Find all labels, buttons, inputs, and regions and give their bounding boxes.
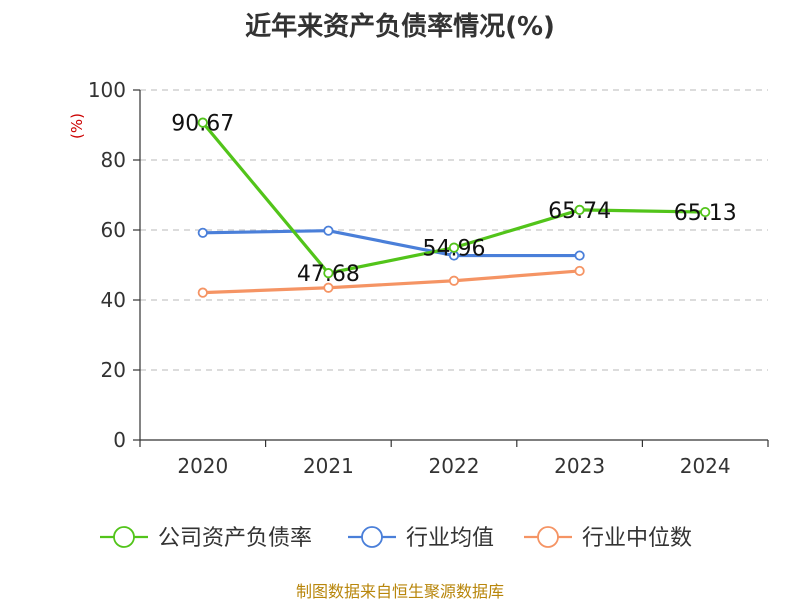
legend-marker [113, 526, 135, 548]
data-label: 90.67 [171, 112, 234, 137]
data-label: 47.68 [297, 262, 360, 287]
data-point [448, 275, 460, 286]
x-tick-label: 2020 [177, 454, 228, 478]
x-tick-label: 2022 [429, 454, 480, 478]
data-point [323, 282, 334, 293]
series-line [202, 229, 580, 258]
data-source-footer: 制图数据来自恒生聚源数据库 [295, 582, 504, 601]
data-label: 54.96 [423, 237, 486, 262]
y-tick-label: 0 [113, 428, 126, 452]
data-point [323, 268, 334, 279]
y-tick-label: 20 [101, 358, 126, 382]
legend-marker [361, 526, 383, 548]
series-line [202, 269, 580, 295]
y-tick-label: 80 [101, 148, 126, 172]
x-tick-label: 2021 [303, 454, 354, 478]
data-label: 65.13 [674, 201, 737, 226]
data-label: 65.74 [548, 199, 611, 224]
data-point [700, 206, 711, 218]
legend-label: 行业中位数 [582, 526, 692, 551]
data-point [197, 287, 208, 298]
y-tick-label: 60 [101, 218, 126, 242]
data-point [574, 265, 585, 277]
chart-title: 近年来资产负债率情况(%) [245, 12, 555, 42]
data-point [574, 250, 585, 261]
x-tick-label: 2023 [554, 454, 605, 478]
data-point [574, 204, 585, 216]
y-axis-label: (%) [68, 113, 86, 139]
legend-label: 行业均值 [406, 526, 494, 551]
y-tick-label: 100 [88, 78, 126, 102]
legend-marker [537, 526, 559, 548]
data-point [197, 117, 208, 128]
x-tick-label: 2024 [680, 454, 731, 478]
data-point [323, 225, 334, 236]
data-point [448, 242, 460, 253]
data-point [197, 227, 208, 238]
legend-label: 公司资产负债率 [158, 526, 312, 551]
y-tick-label: 40 [101, 288, 126, 312]
